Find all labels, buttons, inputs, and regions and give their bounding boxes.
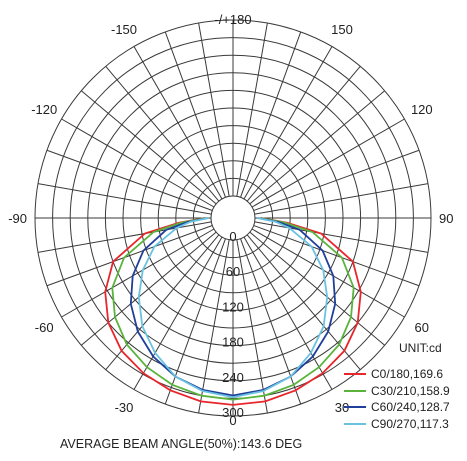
legend-swatch-c90 — [344, 422, 366, 425]
grid-spoke — [164, 31, 226, 198]
grid-spoke — [254, 221, 429, 253]
angle-label: 30 — [335, 400, 349, 415]
grid-spoke — [251, 118, 405, 208]
grid-spoke — [236, 239, 268, 414]
grid-spoke — [37, 183, 212, 215]
legend-item-c30: C30/210,158.9 — [344, 383, 450, 400]
legend: C0/180,169.6 C30/210,158.9 C60/240,128.7… — [344, 366, 450, 432]
grid-spoke — [105, 234, 220, 370]
grid-spoke — [253, 225, 420, 287]
angle-label: 90 — [439, 211, 453, 226]
series-curve-1 — [111, 217, 355, 401]
grid-spoke — [236, 22, 268, 197]
grid-spoke — [46, 149, 213, 211]
grid-spoke — [81, 231, 217, 346]
angle-label: -30 — [115, 400, 134, 415]
grid-spoke — [243, 236, 333, 390]
grid-spoke — [198, 239, 230, 414]
legend-item-c60: C60/240,128.7 — [344, 399, 450, 416]
grid-spoke — [253, 149, 420, 211]
angle-label: -90 — [8, 211, 27, 226]
legend-swatch-c30 — [344, 389, 366, 392]
angle-label: -/+180 — [214, 12, 251, 27]
grid-spoke — [61, 118, 215, 208]
grid-spoke — [243, 46, 333, 200]
grid-spoke — [133, 46, 223, 200]
series-curve-2 — [129, 217, 337, 397]
series-curve-0 — [104, 217, 362, 406]
angle-label: -150 — [111, 22, 137, 37]
grid-spoke — [246, 66, 361, 202]
grid-spoke — [133, 236, 223, 390]
grid-spoke — [249, 231, 385, 346]
radial-tick-label: 120 — [222, 299, 244, 314]
grid-spoke — [46, 225, 213, 287]
legend-item-c90: C90/270,117.3 — [344, 416, 450, 433]
legend-label-c60: C60/240,128.7 — [371, 400, 450, 415]
legend-item-c0: C0/180,169.6 — [344, 366, 450, 383]
grid-spoke — [251, 228, 405, 318]
unit-label: UNIT:cd — [399, 341, 442, 355]
angle-label: 120 — [411, 102, 433, 117]
average-beam-angle: AVERAGE BEAM ANGLE(50%):143.6 DEG — [60, 437, 303, 451]
intensity-curves — [104, 217, 362, 406]
legend-label-c30: C30/210,158.9 — [371, 383, 450, 398]
angle-label: 150 — [331, 22, 353, 37]
angle-label: -120 — [31, 102, 57, 117]
legend-swatch-c60 — [344, 406, 366, 409]
grid-spoke — [198, 22, 230, 197]
radial-tick-label: 240 — [222, 370, 244, 385]
angle-label: 0 — [229, 413, 236, 428]
angle-labels: -/+180-150 150-120 120-90 90-60 60-30 300 — [8, 12, 453, 428]
grid-spoke — [61, 228, 215, 318]
grid-spoke — [81, 90, 217, 205]
angle-label: -60 — [35, 320, 54, 335]
radial-tick-label: 60 — [226, 264, 240, 279]
grid-spoke — [254, 183, 429, 215]
legend-swatch-c0 — [344, 373, 366, 376]
legend-label-c0: C0/180,169.6 — [371, 367, 444, 382]
grid-spoke — [37, 221, 212, 253]
radial-tick-label: 0 — [229, 229, 236, 244]
radial-tick-label: 300 — [222, 405, 244, 420]
grid-spoke — [105, 66, 220, 202]
angle-label: 60 — [415, 320, 429, 335]
grid-spoke — [249, 90, 385, 205]
radial-tick-label: 180 — [222, 335, 244, 350]
polar-grid — [34, 19, 432, 417]
series-curve-3 — [137, 217, 329, 399]
legend-label-c90: C90/270,117.3 — [371, 416, 449, 431]
grid-spoke — [246, 234, 361, 370]
grid-spoke — [240, 31, 302, 198]
radial-labels: 0 60 120 180 240 300 — [222, 229, 244, 420]
